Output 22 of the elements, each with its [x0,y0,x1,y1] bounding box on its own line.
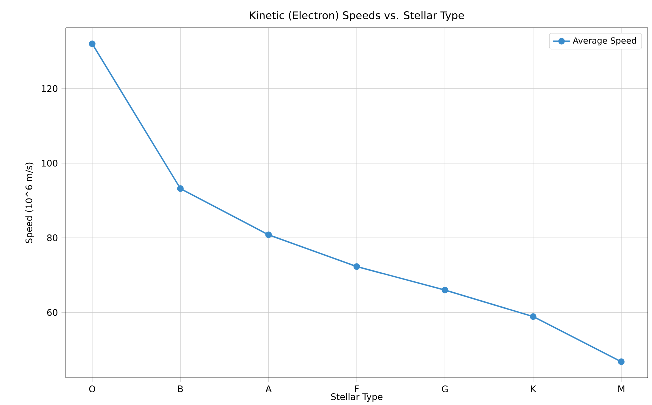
x-tick-label: B [178,386,184,392]
x-tick-label: G [442,386,448,393]
x-tick-label: K [531,386,536,392]
x-axis-title: Stellar Type [331,393,383,402]
y-tick-label: 100 [42,160,58,167]
y-axis-title: Speed (10^6 m/s) [26,162,34,244]
x-tick-label: F [355,386,360,392]
point [177,186,184,192]
x-tick-label: A [266,386,272,392]
y-tick-label: 120 [42,85,58,92]
point [442,287,448,294]
point [530,314,537,320]
legend-label: Average Speed [573,37,636,46]
point [354,264,360,270]
x-tick-label: M [618,386,625,392]
point [618,358,625,366]
point [266,232,272,238]
y-tick-label: 80 [47,234,58,242]
y-tick-label: 60 [47,309,58,316]
x-tick-label: O [89,386,96,393]
point [89,40,96,48]
chart-title: Kinetic (Electron) Speeds vs. Stellar Type [250,11,464,22]
